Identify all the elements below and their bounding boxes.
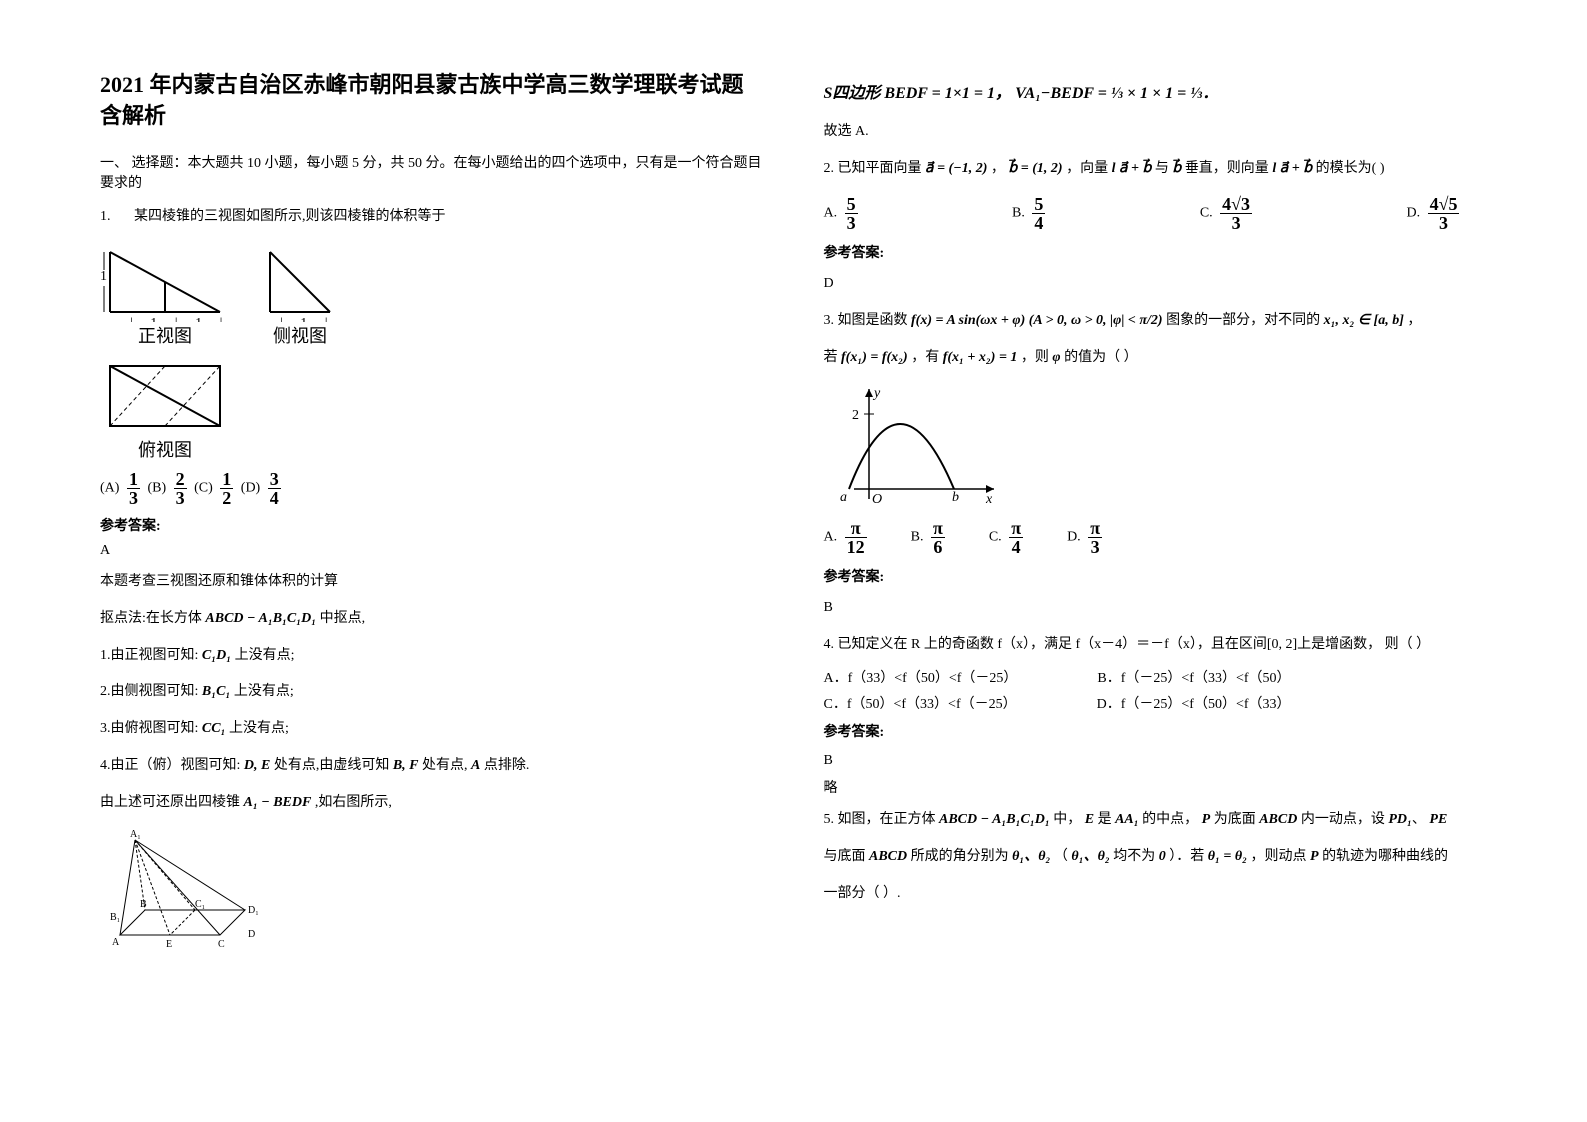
svg-text:B₁: B₁ bbox=[110, 912, 120, 923]
q3-ans-label: 参考答案: bbox=[824, 566, 1488, 586]
svg-text:b: b bbox=[952, 490, 959, 505]
three-views-row2: 俯视图 bbox=[100, 356, 764, 462]
q1-opt-c: (C) bbox=[194, 481, 213, 496]
q4-brief: 略 bbox=[824, 777, 1488, 797]
q1-exp2: 抠点法:在长方体 ABCD − A₁B₁C₁D₁ 中抠点, bbox=[100, 604, 764, 635]
sine-graph: 2 a O b x y bbox=[824, 379, 1004, 509]
conclude: 故选 A. bbox=[824, 117, 1488, 148]
svg-text:A₁: A₁ bbox=[130, 829, 141, 840]
front-view-label: 正视图 bbox=[100, 322, 230, 348]
q5-line1: 5. 如图，在正方体 ABCD − A₁B₁C₁D₁ 中， E 是 AA₁ 的中… bbox=[824, 805, 1488, 836]
doc-title: 2021 年内蒙古自治区赤峰市朝阳县蒙古族中学高三数学理联考试题含解析 bbox=[100, 70, 764, 132]
q4-opts-row2: C．f（50）<f（33）<f（－25） D．f（－25）<f（50）<f（33… bbox=[824, 693, 1488, 713]
svg-text:C₁: C₁ bbox=[195, 899, 205, 910]
svg-text:D: D bbox=[248, 929, 255, 940]
q4-ans-label: 参考答案: bbox=[824, 721, 1488, 741]
q1-exp5: 3.由俯视图可知: CC₁ 上没有点; bbox=[100, 714, 764, 745]
q1-ans: A bbox=[100, 543, 764, 559]
q2-ans: D bbox=[824, 276, 1488, 292]
q2-text: 2. 已知平面向量 a⃗ = (−1, 2) ， b⃗ = (1, 2) ，向量… bbox=[824, 154, 1488, 185]
q4-opts-row1: A．f（33）<f（50）<f（－25） B．f（－25）<f（33）<f（50… bbox=[824, 667, 1488, 687]
q4-opt-a: A．f（33）<f（50）<f（－25） bbox=[824, 667, 1018, 687]
q1-exp3: 1.由正视图可知: C₁D₁ 上没有点; bbox=[100, 641, 764, 672]
front-view: 1 |← 1 →|← 1 →| 正视图 bbox=[100, 242, 230, 348]
q1-exp4: 2.由侧视图可知: B₁C₁ 上没有点; bbox=[100, 677, 764, 708]
front-view-svg: 1 |← 1 →|← 1 →| bbox=[100, 242, 230, 322]
q1-opt-d: (D) bbox=[241, 481, 260, 496]
q1-options: (A) 13 (B) 23 (C) 12 (D) 34 bbox=[100, 470, 764, 507]
q1-opt-a: (A) bbox=[100, 481, 119, 496]
section-intro: 一、 选择题：本大题共 10 小题，每小题 5 分，共 50 分。在每小题给出的… bbox=[100, 152, 764, 192]
left-column: 2021 年内蒙古自治区赤峰市朝阳县蒙古族中学高三数学理联考试题含解析 一、 选… bbox=[100, 70, 764, 965]
q3-text-1: 3. 如图是函数 f(x) = A sin(ωx + φ) (A > 0, ω … bbox=[824, 306, 1488, 337]
svg-text:E: E bbox=[166, 939, 172, 950]
q4-ans: B bbox=[824, 753, 1488, 769]
svg-text:1: 1 bbox=[100, 269, 107, 284]
top-view-svg bbox=[100, 356, 230, 436]
q1-text: 某四棱锥的三视图如图所示,则该四棱锥的体积等于 bbox=[134, 206, 446, 228]
q4-opt-c: C．f（50）<f（33）<f（－25） bbox=[824, 693, 1017, 713]
q1-exp7: 由上述可还原出四棱锥 A₁ − BEDF ,如右图所示, bbox=[100, 788, 764, 819]
q1-exp6: 4.由正（俯）视图可知: D, E 处有点,由虚线可知 B, F 处有点, A … bbox=[100, 751, 764, 782]
side-view-label: 侧视图 bbox=[260, 322, 340, 348]
q4-opt-b: B．f（－25）<f（33）<f（50） bbox=[1097, 667, 1290, 687]
q1-opt-b: (B) bbox=[147, 481, 166, 496]
side-view-svg: |← 1 →| bbox=[260, 242, 340, 322]
q1-number: 1. bbox=[100, 206, 111, 228]
svg-text:O: O bbox=[872, 492, 882, 507]
svg-text:B: B bbox=[140, 899, 147, 910]
q5-line3: 一部分（ ）. bbox=[824, 879, 1488, 910]
q1-ans-label: 参考答案: bbox=[100, 515, 764, 535]
question-1: 1. 某四棱锥的三视图如图所示,则该四棱锥的体积等于 bbox=[100, 206, 764, 228]
q1-exp1: 本题考查三视图还原和锥体体积的计算 bbox=[100, 567, 764, 598]
svg-text:a: a bbox=[840, 490, 847, 505]
svg-text:A: A bbox=[112, 937, 120, 948]
q2-options: A. 53 B. 54 C. 4√33 D. 4√53 bbox=[824, 195, 1464, 232]
q5-line2: 与底面 ABCD 所成的角分别为 θ₁、θ₂ （ θ₁、θ₂ 均不为 0 ）．若… bbox=[824, 842, 1488, 873]
three-views-row1: 1 |← 1 →|← 1 →| 正视图 |← 1 →| 侧视图 bbox=[100, 242, 764, 348]
side-view: |← 1 →| 侧视图 bbox=[260, 242, 340, 348]
q4-opt-d: D．f（－25）<f（50）<f（33） bbox=[1097, 693, 1291, 713]
q3-text-2: 若 f(x₁) = f(x₂) ，有 f(x₁ + x₂) = 1 ，则 φ 的… bbox=[824, 343, 1488, 374]
svg-text:C: C bbox=[218, 939, 225, 950]
q3-options: A. π12 B. π6 C. π4 D. π3 bbox=[824, 519, 1488, 556]
top-view: 俯视图 bbox=[100, 356, 230, 462]
svg-text:2: 2 bbox=[852, 408, 859, 423]
q4-text: 4. 已知定义在 R 上的奇函数 f（x），满足 f（x－4）＝－f（x），且在… bbox=[824, 630, 1488, 661]
vol-calc: S四边形 BEDF = 1×1 = 1， VA₁−BEDF = ⅓ × 1 × … bbox=[824, 76, 1488, 111]
svg-text:D₁: D₁ bbox=[248, 905, 259, 916]
right-column: S四边形 BEDF = 1×1 = 1， VA₁−BEDF = ⅓ × 1 × … bbox=[824, 70, 1488, 965]
svg-text:x: x bbox=[985, 492, 993, 507]
q3-ans: B bbox=[824, 600, 1488, 616]
svg-text:y: y bbox=[872, 386, 881, 401]
top-view-label: 俯视图 bbox=[100, 436, 230, 462]
pyramid-diagram: A₁ B₁ D₁ C₁ A B E C D bbox=[100, 825, 260, 965]
q2-ans-label: 参考答案: bbox=[824, 242, 1488, 262]
